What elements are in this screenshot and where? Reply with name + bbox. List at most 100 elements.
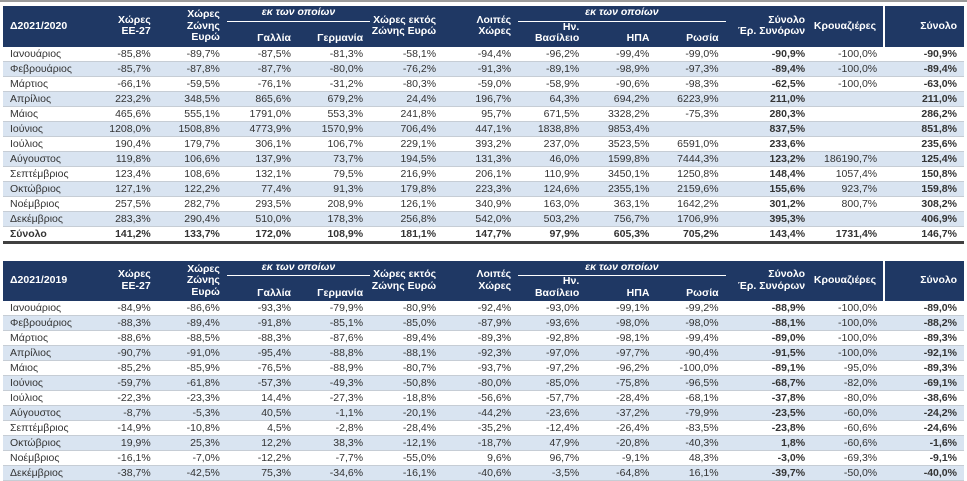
col-header-land-total-line2: Έρ. Συνόρων (737, 25, 806, 38)
col-header-ee27: Χώρες ΕΕ-27 (97, 6, 158, 47)
cell: 6223,9% (677, 92, 719, 105)
cell: -100,0% (838, 347, 878, 360)
cell: -16,1% (117, 452, 151, 465)
cell: -59,5% (186, 77, 220, 90)
cell: 9,6% (487, 452, 512, 465)
cell: 301,2% (769, 197, 806, 210)
cell: 206,1% (475, 167, 512, 180)
cell: 308,2% (921, 197, 957, 210)
cell: 172,0% (255, 227, 291, 240)
cell: 196,7% (475, 92, 512, 105)
row-label: Ιανουάριος (10, 302, 62, 315)
cell: -80,0% (477, 377, 512, 390)
table-header: Δ2021/2020 Χώρες ΕΕ-27 Χώρες Ζώνης Ευρώ … (3, 6, 964, 47)
cell: -7,7% (335, 452, 364, 465)
cell: -9,1% (621, 452, 650, 465)
group-header-of-which-eurozone: εκ των οποίων (226, 260, 371, 277)
cell: 127,1% (115, 182, 151, 195)
cell: -89,4% (402, 332, 437, 345)
cell: -93,0% (545, 302, 580, 315)
table-row: Μάιος -85,2% -85,9% -76,5% -88,9% -80,7% -93,7… (3, 361, 964, 376)
col-header-land-total-line2: Έρ. Συνόρων (737, 279, 806, 292)
cell: 282,7% (184, 197, 220, 210)
cell: 211,0% (921, 92, 957, 105)
col-header-eurozone-line1: Χώρες (187, 7, 220, 20)
cell: -89,4% (186, 317, 220, 330)
cell: 25,3% (190, 437, 220, 450)
cell: 163,0% (543, 197, 580, 210)
cell: 211,0% (770, 92, 806, 105)
cell: 2159,6% (677, 182, 719, 195)
cell: -89,3% (923, 362, 957, 375)
cell: -18,7% (477, 437, 512, 450)
col-header-non-eurozone-line2: Ζώνης Ευρώ (371, 279, 437, 292)
row-label: Δεκέμβριος (10, 467, 63, 480)
col-header-russia: Ρωσία (656, 21, 726, 47)
cell: -100,0% (838, 317, 878, 330)
cell: 286,2% (921, 107, 957, 120)
cell: 123,2% (769, 152, 806, 165)
cell: -8,7% (123, 407, 151, 420)
cell: -85,1% (329, 317, 364, 330)
cell: 1731,4% (835, 227, 878, 240)
cell: 179,8% (400, 182, 437, 195)
row-label: Ιανουάριος (10, 47, 62, 60)
cell: -88,3% (257, 332, 291, 345)
col-header-eurozone-line2: Ζώνης Ευρώ (186, 19, 220, 44)
cell: 91,3% (333, 182, 364, 195)
cell: 148,4% (769, 167, 806, 180)
cell: 229,1% (400, 137, 437, 150)
cell: 95,7% (481, 107, 512, 120)
cell: 4773,9% (249, 122, 291, 135)
cell: -24,6% (923, 422, 957, 435)
cell: -85,9% (186, 362, 220, 375)
cell: -50,0% (843, 467, 878, 480)
group-header-of-which-eurozone: εκ των οποίων (226, 6, 371, 22)
cell: -88,6% (117, 332, 151, 345)
col-header-land-borders-total: Σύνολο Έρ. Συνόρων (725, 6, 813, 47)
cell: 1706,9% (677, 212, 719, 225)
cell: 447,1% (475, 122, 512, 135)
table-id-label: Δ2021/2019 (3, 260, 98, 302)
cell: -99,4% (685, 332, 719, 345)
cell: 756,7% (613, 212, 650, 225)
cell: -100,0% (679, 362, 719, 375)
cell: -40,3% (685, 437, 719, 450)
cell: -90,4% (685, 347, 719, 360)
cell: -89,0% (923, 302, 957, 315)
cell: 233,6% (769, 137, 806, 150)
cell (812, 121, 884, 136)
cell: -95,0% (843, 362, 878, 375)
cell: -100,0% (838, 62, 878, 75)
row-label: Αύγουστος (10, 152, 61, 165)
table-row: Σεπτέμβριος 123,4% 108,6% 132,1% 79,5% 216,9%… (3, 166, 964, 182)
cell: 108,6% (184, 167, 220, 180)
cell: -7,0% (192, 452, 220, 465)
cell: 123,4% (115, 167, 151, 180)
col-header-other-countries: Λοιπές Χώρες (443, 260, 519, 302)
cell: -23,8% (771, 422, 806, 435)
cell: 1508,8% (178, 122, 220, 135)
cell: 465,6% (115, 107, 151, 120)
row-label: Σεπτέμβριος (10, 167, 69, 180)
cell: 179,7% (184, 137, 220, 150)
cell: 1791,0% (249, 107, 291, 120)
table-row: Ιούλιος -22,3% -23,3% 14,4% -27,3% -18,8% -56,… (3, 391, 964, 406)
col-header-uk: Ην. Βασίλειο (518, 275, 587, 302)
cell: 340,9% (475, 197, 512, 210)
cell: -76,5% (257, 362, 291, 375)
cell: -84,9% (117, 302, 151, 315)
cell: -16,1% (402, 467, 437, 480)
table-row: Μάιος 465,6% 555,1% 1791,0% 553,3% 241,8% 95,7… (3, 106, 964, 122)
col-header-non-eurozone: Χώρες εκτός Ζώνης Ευρώ (370, 260, 444, 302)
cell: -38,6% (923, 392, 957, 405)
col-header-non-eurozone: Χώρες εκτός Ζώνης Ευρώ (370, 6, 444, 47)
cell: 216,9% (400, 167, 437, 180)
cell: 19,9% (120, 437, 151, 450)
cell: -38,7% (117, 467, 151, 480)
table-2021-2020: Δ2021/2020 Χώρες ΕΕ-27 Χώρες Ζώνης Ευρώ … (3, 6, 964, 244)
cell: -14,9% (117, 422, 151, 435)
cell: -81,3% (329, 47, 364, 60)
col-header-other-countries: Λοιπές Χώρες (443, 6, 519, 47)
col-header-ee27: Χώρες ΕΕ-27 (97, 260, 158, 302)
